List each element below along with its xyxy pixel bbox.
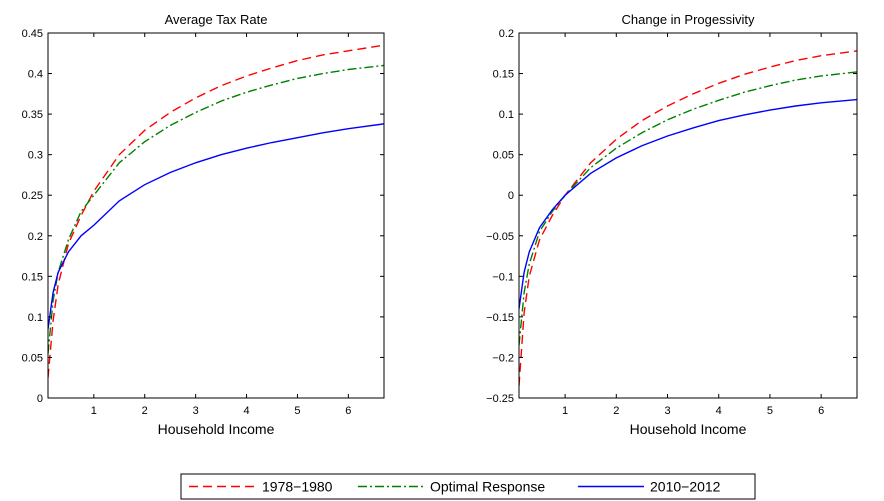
y-tick-label-atr: 0.35 [22, 109, 43, 121]
legend-label-0: 1978−1980 [262, 479, 333, 495]
y-tick-label-prog: 0.05 [493, 150, 514, 162]
axes-box-prog [518, 32, 858, 399]
legend-label-1: Optimal Response [430, 479, 545, 495]
x-tick-label-prog: 4 [716, 405, 722, 417]
y-tick-label-prog: −0.1 [492, 271, 514, 283]
y-tick-label-atr: 0.05 [22, 352, 43, 364]
x-tick-label-prog: 6 [818, 405, 824, 417]
y-tick-label-atr: 0.2 [28, 231, 43, 243]
x-tick-label-prog: 5 [767, 405, 773, 417]
x-tick-label-atr: 1 [91, 405, 97, 417]
y-tick-label-prog: −0.2 [492, 352, 514, 364]
x-tick-label-prog: 3 [664, 405, 670, 417]
y-tick-label-atr: 0.3 [28, 150, 43, 162]
y-tick-label-prog: −0.25 [486, 393, 514, 405]
y-tick-label-atr: 0.45 [22, 28, 43, 40]
series-line-atr-0 [48, 44, 384, 378]
y-tick-label-prog: 0.15 [493, 69, 514, 81]
chart-title-prog: Change in Progessivity [622, 12, 755, 27]
legend-box [180, 473, 756, 500]
series-line-atr-2 [48, 123, 384, 330]
x-tick-label-atr: 4 [243, 405, 249, 417]
y-tick-label-prog: 0 [508, 190, 514, 202]
y-tick-label-atr: 0.1 [28, 312, 43, 324]
x-tick-label-atr: 2 [142, 405, 148, 417]
y-tick-label-prog: 0.2 [499, 28, 514, 40]
x-tick-label-prog: 1 [562, 405, 568, 417]
y-tick-label-atr: 0.15 [22, 271, 43, 283]
axes-box-atr [47, 32, 385, 399]
y-tick-label-prog: −0.15 [486, 312, 514, 324]
chart-title-atr: Average Tax Rate [165, 12, 268, 27]
y-tick-label-atr: 0 [37, 393, 43, 405]
x-tick-label-prog: 2 [613, 405, 619, 417]
y-tick-label-prog: 0.1 [499, 109, 514, 121]
x-axis-label-atr: Household Income [158, 421, 275, 437]
x-tick-label-atr: 3 [193, 405, 199, 417]
series-line-atr-1 [48, 64, 384, 354]
y-tick-label-atr: 0.4 [28, 69, 43, 81]
legend-label-2: 2010−2012 [650, 479, 721, 495]
x-tick-label-atr: 5 [294, 405, 300, 417]
series-line-prog-0 [519, 50, 857, 386]
y-tick-label-atr: 0.25 [22, 190, 43, 202]
chart-panel-atr: 0 0.05 0.1 0.15 0.2 0.25 0.3 0.35 0.4 0.45 1 2 3 4 5 6 A… [22, 12, 385, 437]
series-line-prog-1 [519, 71, 857, 346]
y-tick-label-prog: −0.05 [486, 231, 514, 243]
series-line-prog-2 [519, 98, 857, 309]
legend: 1978−1980 Optimal Response 2010−2012 [180, 473, 756, 500]
chart-panel-prog: −0.25 −0.2 −0.15 −0.1 −0.05 0 0.05 0.1 0.15 0.2 1 2… [486, 12, 858, 437]
x-axis-label-prog: Household Income [630, 421, 747, 437]
x-tick-label-atr: 6 [345, 405, 351, 417]
